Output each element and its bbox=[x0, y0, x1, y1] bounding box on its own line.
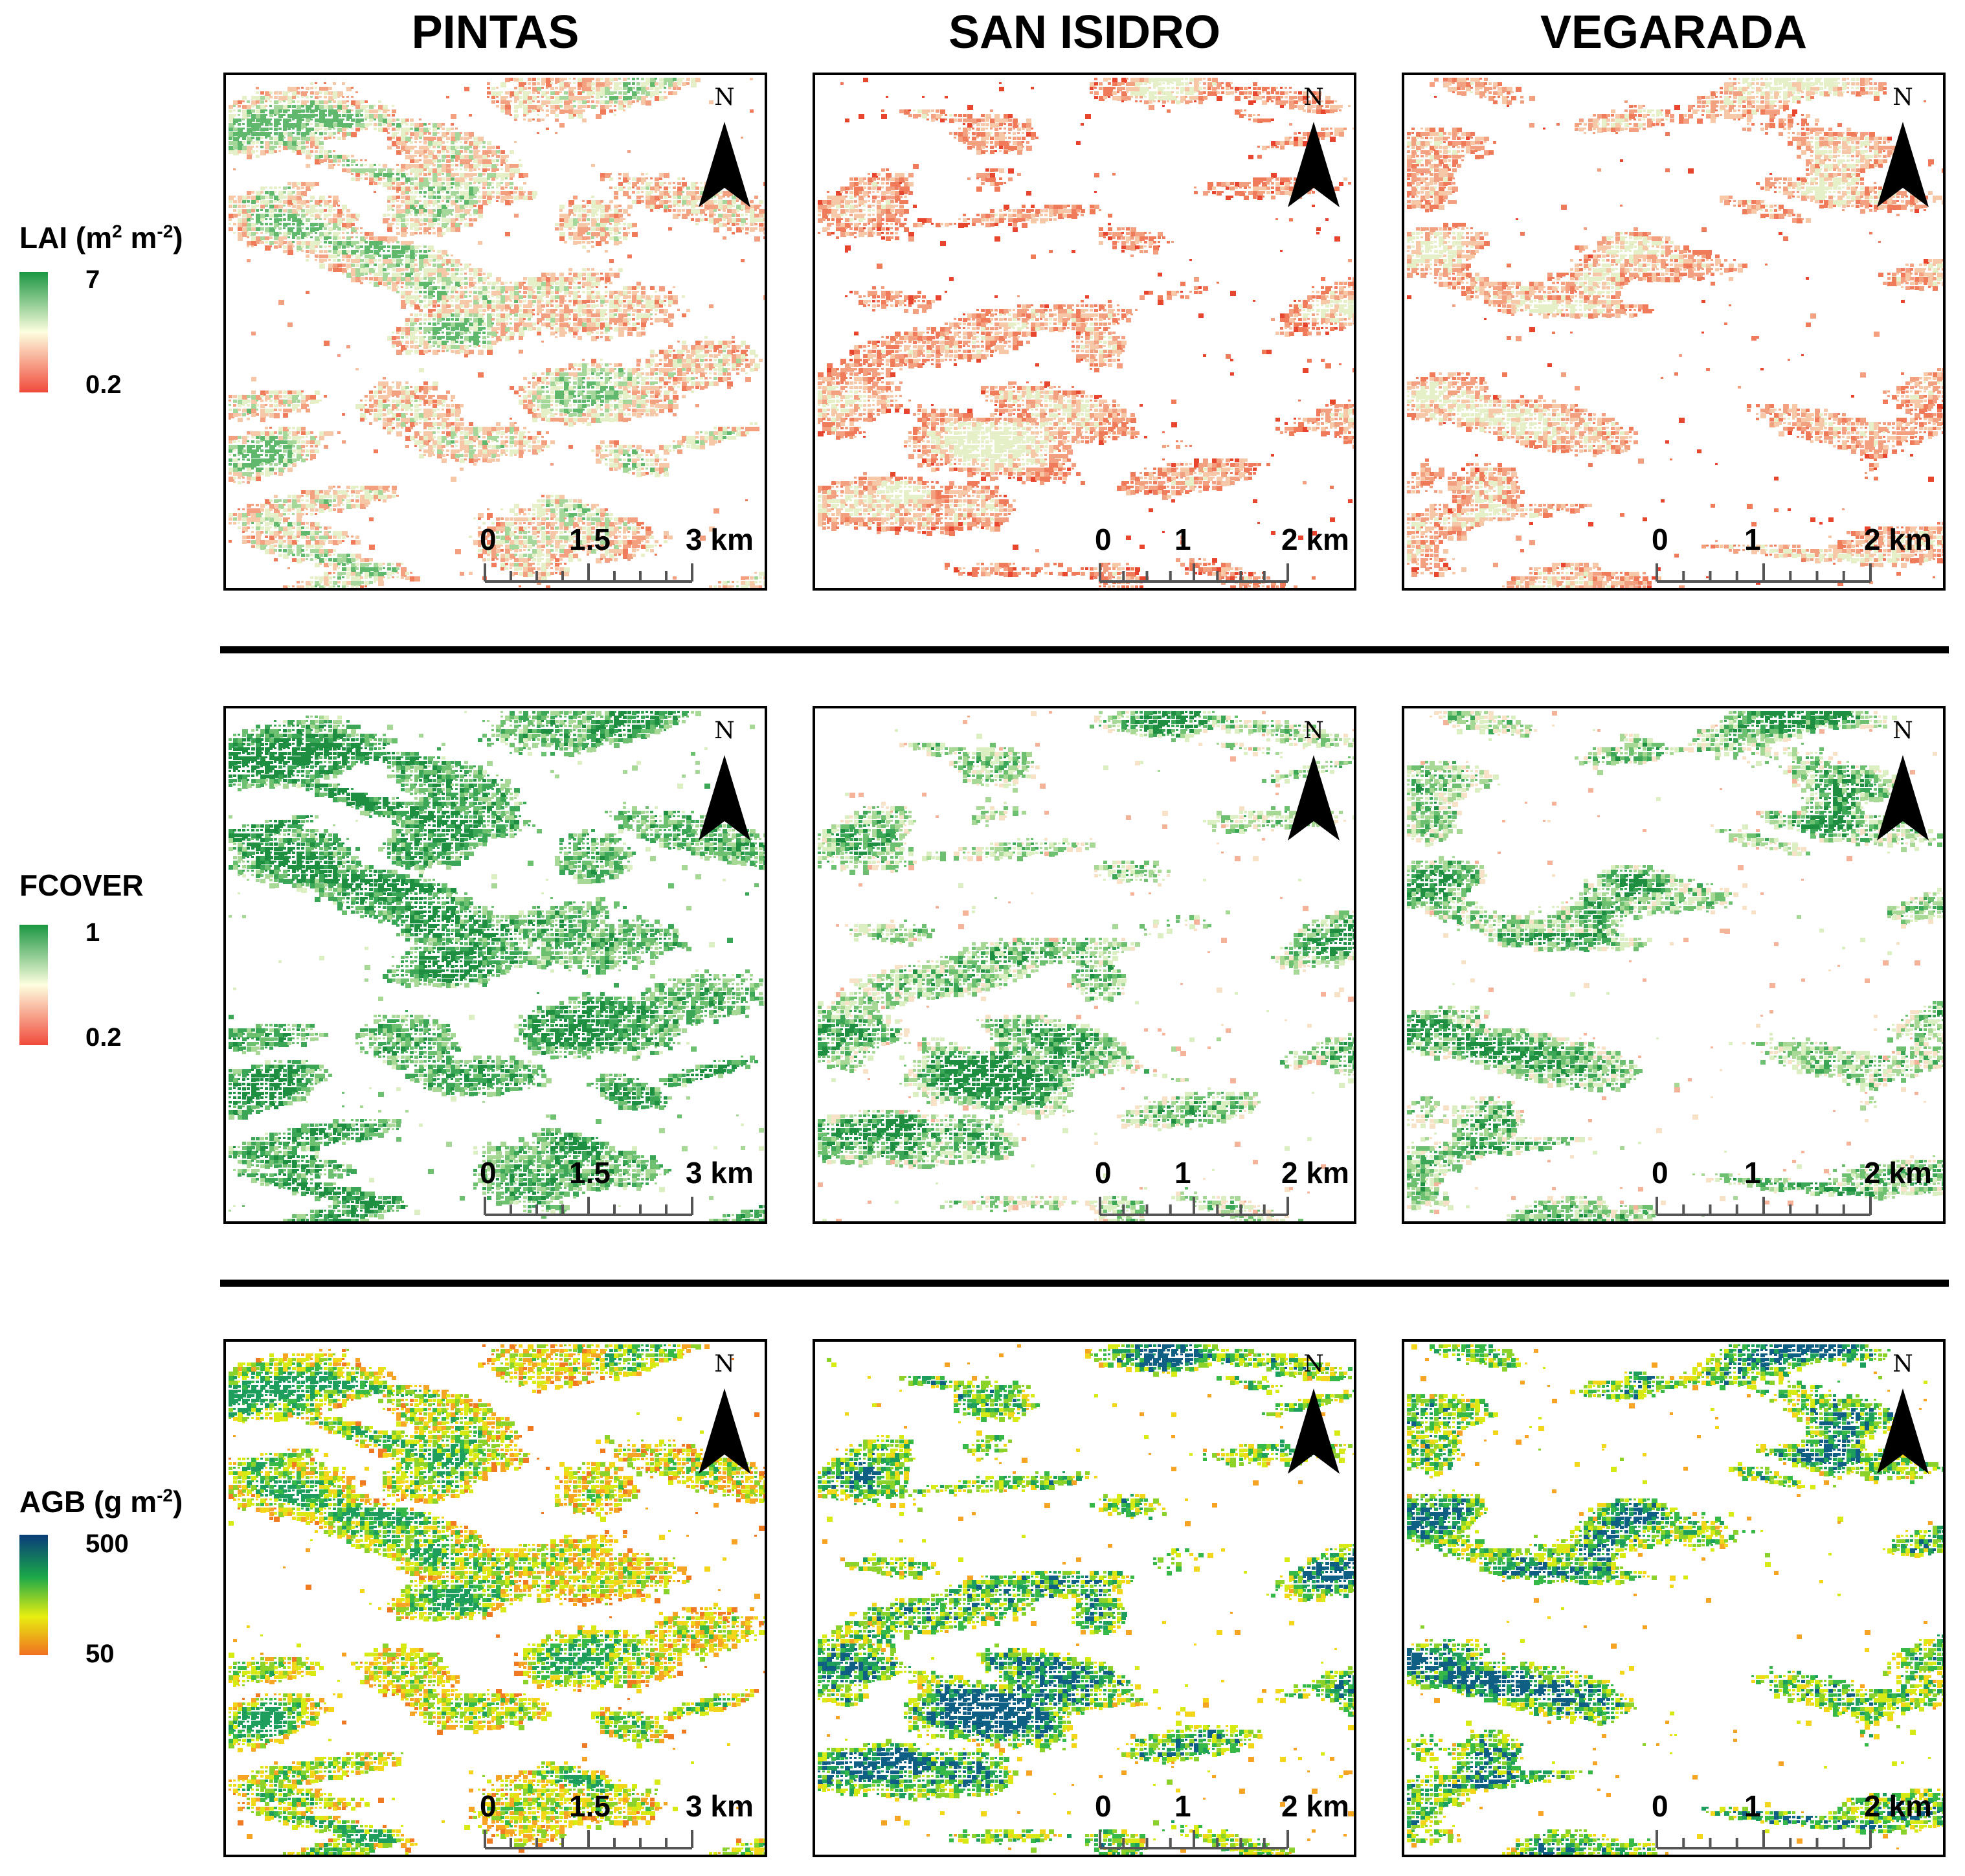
scale-label: 1.5 bbox=[569, 1789, 611, 1824]
raster-layer bbox=[818, 1344, 1354, 1855]
north-arrow-icon: N bbox=[692, 1351, 757, 1480]
column-title-san-isidro: SAN ISIDRO bbox=[813, 0, 1356, 58]
scale-label: 0 bbox=[480, 522, 497, 557]
north-label: N bbox=[1281, 1351, 1346, 1377]
scale-label: 0 bbox=[1652, 1155, 1668, 1190]
legend-colorbar-fcover bbox=[19, 925, 48, 1045]
legend-title-fcover: FCOVER bbox=[19, 868, 144, 903]
scale-label: 2 km bbox=[1864, 1789, 1932, 1824]
scale-bar-icon bbox=[484, 563, 693, 583]
scale-label: 3 km bbox=[686, 1789, 754, 1824]
scale-label: 1 bbox=[1174, 1155, 1191, 1190]
row-divider-2 bbox=[220, 1280, 1949, 1287]
scale-label: 0 bbox=[480, 1789, 497, 1824]
scale-bar-labels: 0 1.5 3 km bbox=[480, 1155, 765, 1192]
legend-max-agb: 500 bbox=[85, 1530, 129, 1559]
scale-label: 2 km bbox=[1281, 1155, 1349, 1190]
scale-bar-icon bbox=[484, 1830, 693, 1849]
scale-label: 3 km bbox=[686, 1155, 754, 1190]
north-label: N bbox=[1870, 1351, 1935, 1377]
raster-layer bbox=[229, 1344, 765, 1855]
scale-label: 0 bbox=[1652, 522, 1668, 557]
agb-map-vegarada: N 0 1 2 km bbox=[1402, 1339, 1946, 1857]
scale-label: 1 bbox=[1174, 1789, 1191, 1824]
scale-label: 2 km bbox=[1281, 522, 1349, 557]
scale-label: 1 bbox=[1744, 1789, 1761, 1824]
north-arrow-icon: N bbox=[692, 718, 757, 847]
legend-min-lai: 0.2 bbox=[85, 370, 122, 400]
legend-max-lai: 7 bbox=[85, 266, 100, 295]
scale-label: 0 bbox=[1652, 1789, 1668, 1824]
scale-label: 1 bbox=[1744, 522, 1761, 557]
north-label: N bbox=[692, 718, 757, 744]
column-title-vegarada: VEGARADA bbox=[1402, 0, 1946, 58]
legend-colorbar-lai bbox=[19, 272, 48, 392]
lai-map-vegarada: N 0 1 2 km bbox=[1402, 73, 1946, 591]
legend-min-fcover: 0.2 bbox=[85, 1023, 122, 1052]
scale-bar-icon bbox=[1656, 1830, 1872, 1849]
scale-bar-labels: 0 1.5 3 km bbox=[480, 522, 765, 558]
raster-layer bbox=[818, 78, 1354, 588]
north-label: N bbox=[1870, 718, 1935, 744]
raster-layer bbox=[229, 78, 765, 588]
legend-min-agb: 50 bbox=[85, 1640, 115, 1669]
legend-title-lai: LAI (m2 m-2) bbox=[19, 220, 183, 255]
north-arrow-icon: N bbox=[1870, 1351, 1935, 1480]
north-arrow-icon: N bbox=[1281, 84, 1346, 214]
scale-label: 0 bbox=[1095, 1155, 1112, 1190]
scale-label: 1.5 bbox=[569, 1155, 611, 1190]
scale-bar-labels: 0 1 2 km bbox=[1095, 522, 1354, 558]
raster-layer bbox=[1407, 78, 1943, 588]
raster-layer bbox=[1407, 1344, 1943, 1855]
scale-label: 1.5 bbox=[569, 522, 611, 557]
scale-bar-labels: 0 1 2 km bbox=[1652, 1789, 1943, 1825]
scale-bar-icon bbox=[1656, 563, 1872, 583]
scale-bar-labels: 0 1 2 km bbox=[1095, 1789, 1354, 1825]
raster-layer bbox=[229, 711, 765, 1221]
scale-label: 2 km bbox=[1281, 1789, 1349, 1824]
scale-bar-labels: 0 1 2 km bbox=[1652, 1155, 1943, 1192]
lai-map-san-isidro: N 0 1 2 km bbox=[813, 73, 1356, 591]
scale-label: 2 km bbox=[1864, 522, 1932, 557]
legend-title-agb: AGB (g m-2) bbox=[19, 1484, 183, 1519]
scale-bar-labels: 0 1.5 3 km bbox=[480, 1789, 765, 1825]
scale-bar-icon bbox=[1656, 1197, 1872, 1216]
row-divider-1 bbox=[220, 646, 1949, 653]
agb-map-san-isidro: N 0 1 2 km bbox=[813, 1339, 1356, 1857]
lai-map-pintas: N 0 1.5 3 km bbox=[223, 73, 767, 591]
scale-label: 0 bbox=[1095, 1789, 1112, 1824]
agb-map-pintas: N 0 1.5 3 km bbox=[223, 1339, 767, 1857]
north-arrow-icon: N bbox=[1870, 718, 1935, 847]
scale-label: 1 bbox=[1174, 522, 1191, 557]
north-label: N bbox=[692, 84, 757, 111]
scale-bar-icon bbox=[1099, 563, 1289, 583]
scale-bar-labels: 0 1 2 km bbox=[1652, 522, 1943, 558]
scale-label: 3 km bbox=[686, 522, 754, 557]
column-title-pintas: PINTAS bbox=[223, 0, 767, 58]
scale-bar-labels: 0 1 2 km bbox=[1095, 1155, 1354, 1192]
scale-bar-icon bbox=[1099, 1830, 1289, 1849]
north-label: N bbox=[1870, 84, 1935, 111]
north-arrow-icon: N bbox=[1870, 84, 1935, 214]
fcover-map-pintas: N 0 1.5 3 km bbox=[223, 706, 767, 1224]
north-arrow-icon: N bbox=[1281, 718, 1346, 847]
north-label: N bbox=[1281, 84, 1346, 111]
scale-label: 2 km bbox=[1864, 1155, 1932, 1190]
raster-layer bbox=[818, 711, 1354, 1221]
north-arrow-icon: N bbox=[692, 84, 757, 214]
scale-label: 0 bbox=[1095, 522, 1112, 557]
scale-label: 1 bbox=[1744, 1155, 1761, 1190]
fcover-map-vegarada: N 0 1 2 km bbox=[1402, 706, 1946, 1224]
north-arrow-icon: N bbox=[1281, 1351, 1346, 1480]
scale-bar-icon bbox=[1099, 1197, 1289, 1216]
legend-colorbar-agb bbox=[19, 1535, 48, 1655]
north-label: N bbox=[1281, 718, 1346, 744]
fcover-map-san-isidro: N 0 1 2 km bbox=[813, 706, 1356, 1224]
north-label: N bbox=[692, 1351, 757, 1377]
scale-bar-icon bbox=[484, 1197, 693, 1216]
scale-label: 0 bbox=[480, 1155, 497, 1190]
legend-max-fcover: 1 bbox=[85, 918, 100, 947]
